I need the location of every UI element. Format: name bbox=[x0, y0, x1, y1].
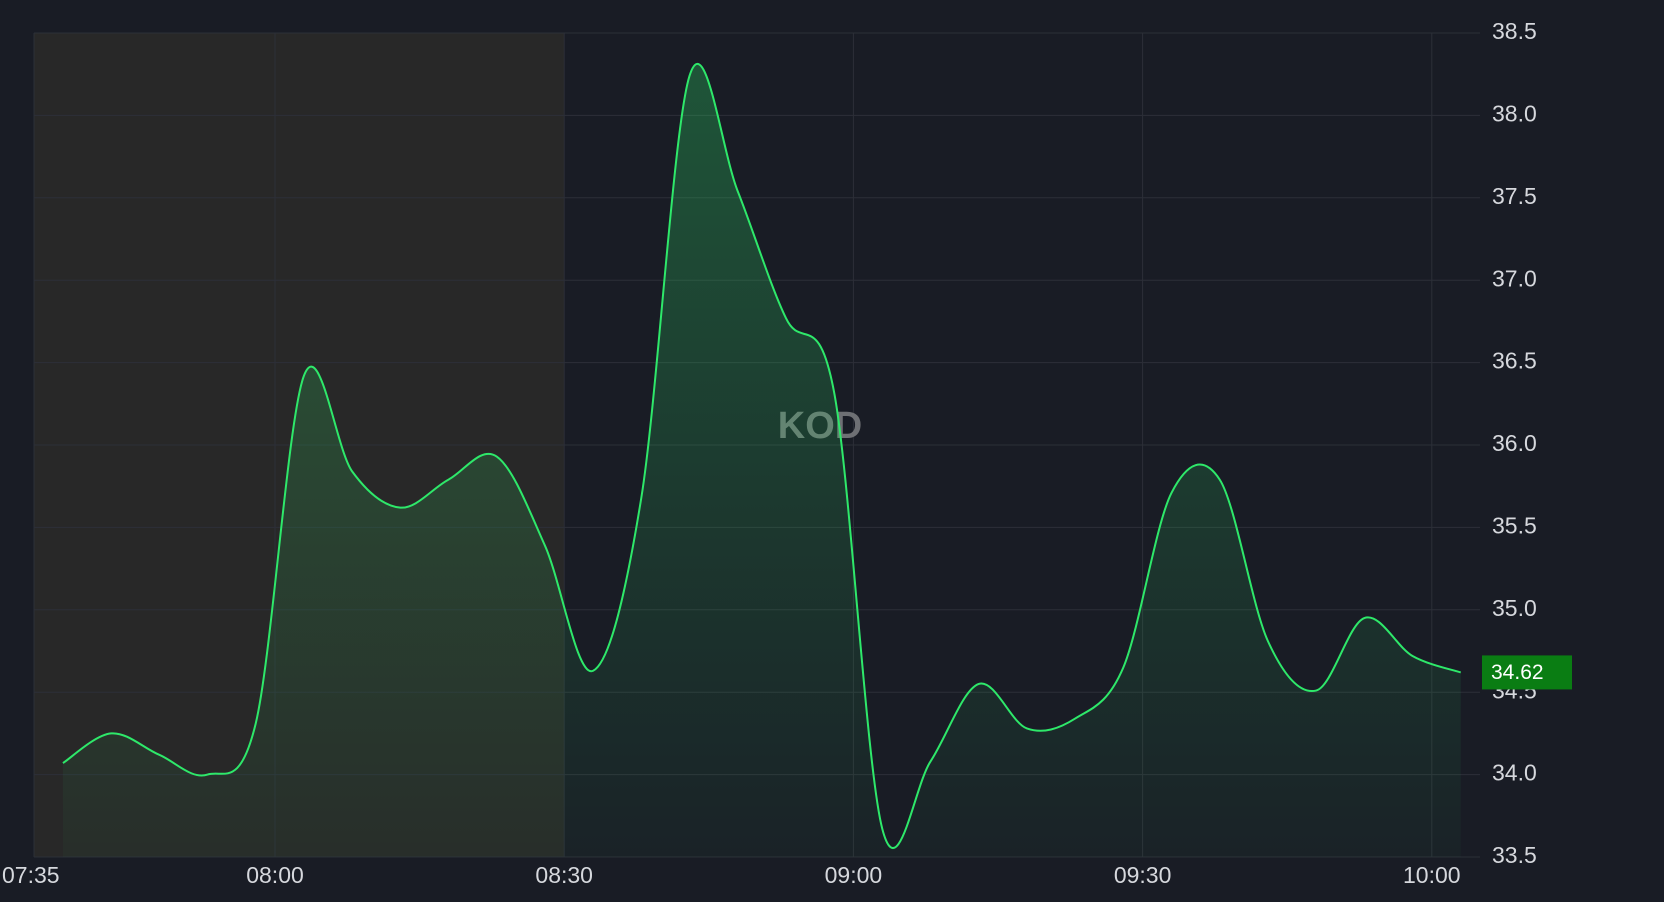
x-tick-label: 08:00 bbox=[246, 862, 304, 888]
x-tick-label: 08:30 bbox=[535, 862, 593, 888]
x-tick-label: 10:00 bbox=[1403, 862, 1461, 888]
x-tick-label: 07:35 bbox=[2, 862, 60, 888]
y-tick-label: 38.0 bbox=[1492, 100, 1537, 126]
y-tick-label: 33.5 bbox=[1492, 842, 1537, 868]
y-tick-label: 38.5 bbox=[1492, 18, 1537, 44]
y-tick-label: 36.0 bbox=[1492, 430, 1537, 456]
y-tick-label: 37.5 bbox=[1492, 183, 1537, 209]
y-tick-label: 34.0 bbox=[1492, 760, 1537, 786]
y-tick-label: 35.0 bbox=[1492, 595, 1537, 621]
x-tick-label: 09:00 bbox=[825, 862, 883, 888]
area-fill bbox=[62, 63, 1461, 858]
last-value-label: 34.62 bbox=[1491, 661, 1544, 684]
x-tick-label: 09:30 bbox=[1114, 862, 1172, 888]
last-value-tag bbox=[1482, 655, 1572, 690]
y-tick-label: 37.0 bbox=[1492, 265, 1537, 291]
price-line bbox=[62, 63, 1462, 849]
y-tick-label: 36.5 bbox=[1492, 348, 1537, 374]
y-tick-label: 35.5 bbox=[1492, 512, 1537, 538]
